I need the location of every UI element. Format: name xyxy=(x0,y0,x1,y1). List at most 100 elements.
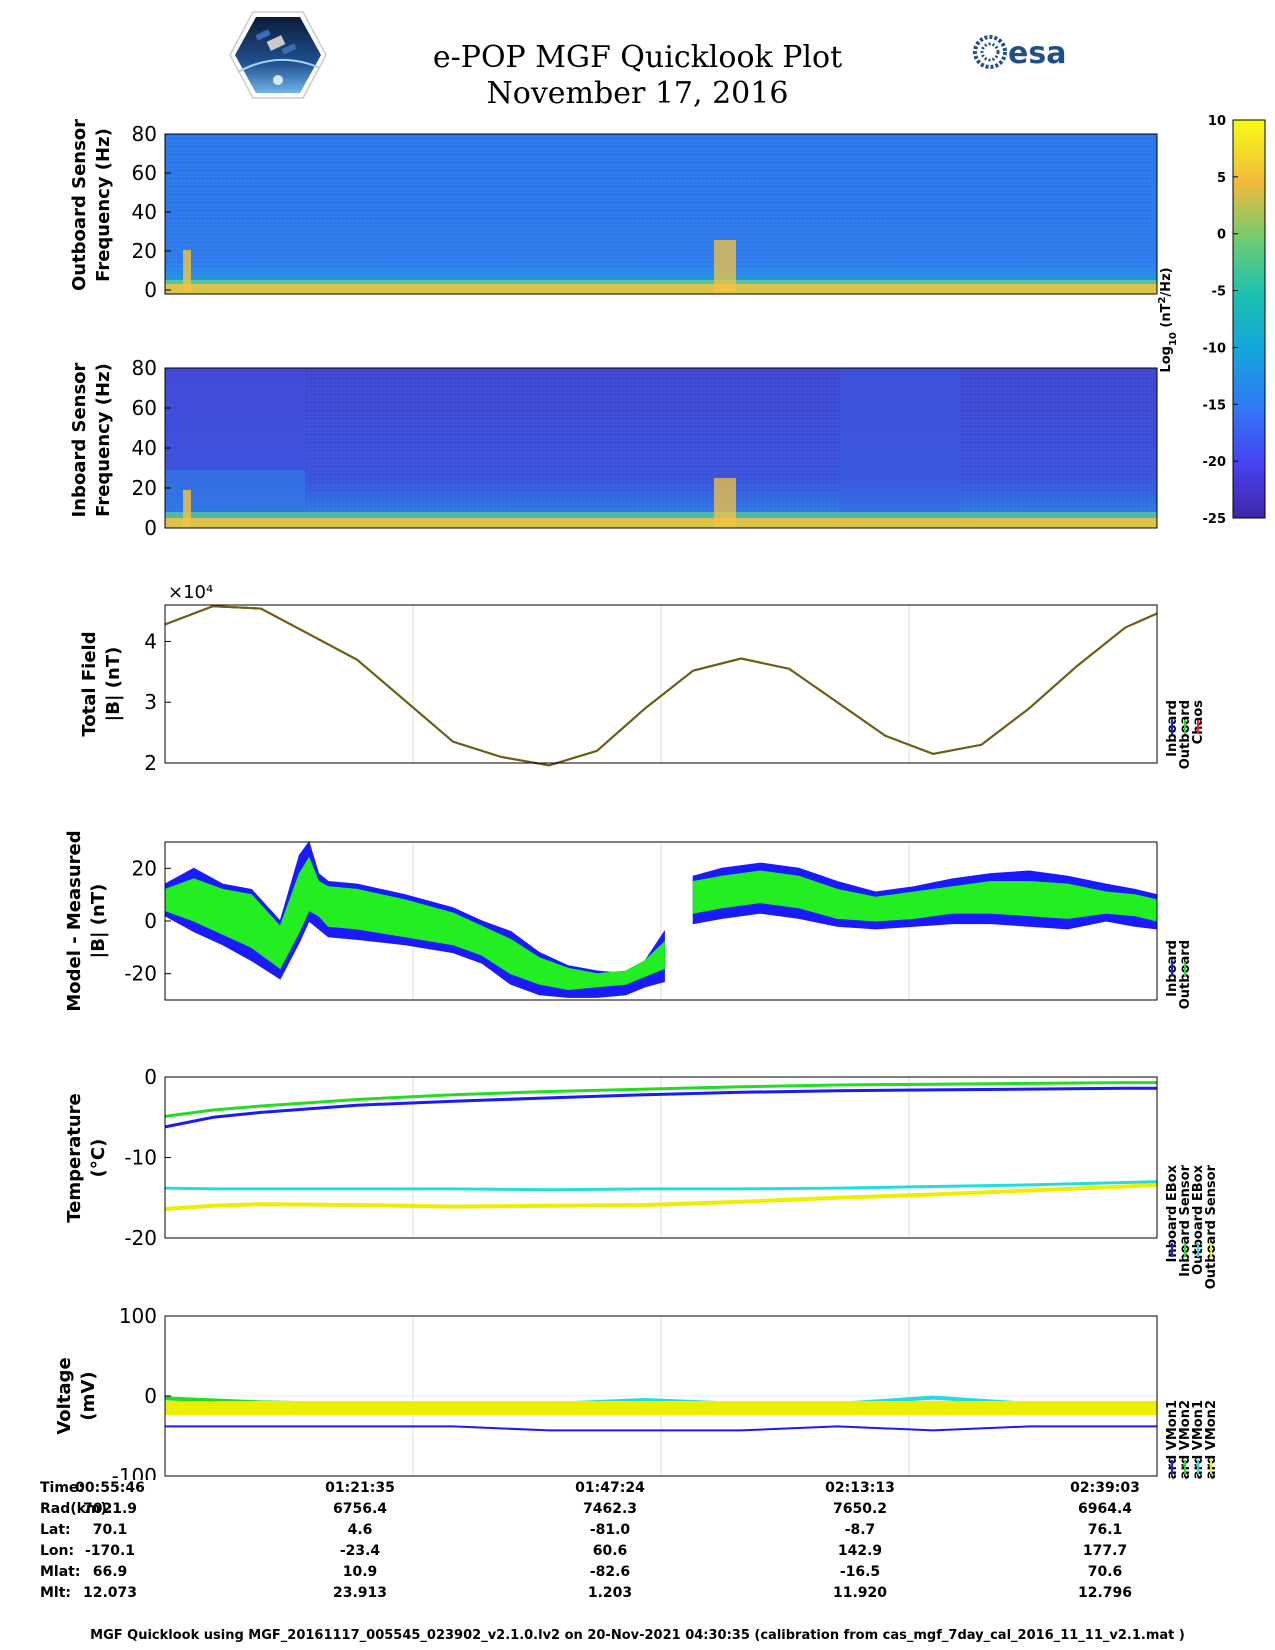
model-measured-tick-label: 20 xyxy=(132,856,157,880)
model-measured-band-outboard-0 xyxy=(164,856,665,991)
ephemeris-cell: 1.203 xyxy=(587,1585,633,1601)
colorbar-tick-label: -5 xyxy=(1212,285,1226,300)
voltage-tick-label: 100 xyxy=(119,1304,157,1328)
voltage-legend-label: Outboard VMon1 xyxy=(1191,1400,1206,1480)
total-field-tick-label: 3 xyxy=(144,690,157,714)
voltage-ylabel: Voltage (mV) xyxy=(54,1357,99,1434)
temperature-legend-label: Inboard EBox xyxy=(1165,1164,1180,1262)
ephemeris-cell: 60.6 xyxy=(592,1543,628,1559)
ephemeris-row-label: Mlat: xyxy=(40,1564,81,1580)
esa-logo: esa xyxy=(973,35,1066,71)
ephemeris-cell: 7021.9 xyxy=(82,1501,138,1517)
outboard-lowfreq-band xyxy=(165,284,1157,294)
total-field-ylabel: Total Field |B| (nT) xyxy=(79,631,124,736)
ephemeris-cell: 11.920 xyxy=(832,1585,888,1601)
ephemeris-row-label: Rad(km): xyxy=(40,1501,113,1517)
outboard-spectrogram-tick-label: 20 xyxy=(132,239,157,263)
ephemeris-cell: 12.796 xyxy=(1077,1585,1133,1601)
total-field-exponent: ×10⁴ xyxy=(168,582,213,603)
ephemeris-cell: 70.1 xyxy=(92,1522,128,1538)
ephemeris-cell: -170.1 xyxy=(84,1543,136,1559)
ephemeris-cell: 23.913 xyxy=(332,1585,388,1601)
plot-title: e-POP MGF Quicklook Plot November 17, 20… xyxy=(0,40,1275,112)
ephemeris-cell: 142.9 xyxy=(837,1543,883,1559)
ephemeris-cell: -82.6 xyxy=(589,1564,631,1580)
footer-caption: MGF Quicklook using MGF_20161117_005545_… xyxy=(90,1628,1185,1643)
temperature-legend-label: Outboard Sensor xyxy=(1204,1164,1219,1289)
esa-logo-text: esa xyxy=(1008,36,1066,71)
voltage-legend-label: Inboard VMon2 xyxy=(1178,1400,1193,1480)
temperature-legend-label: Outboard EBox xyxy=(1191,1164,1206,1274)
voltage-legend-label: Inboard VMon1 xyxy=(1165,1400,1180,1480)
line-panels xyxy=(164,604,1158,1477)
voltage-legend-label: Outboard VMon2 xyxy=(1204,1400,1219,1480)
colorbar-tick-label: -10 xyxy=(1203,341,1227,356)
title-line-1: e-POP MGF Quicklook Plot xyxy=(432,40,843,75)
inboard-burst-2 xyxy=(714,478,736,528)
ephemeris-cell: 177.7 xyxy=(1082,1543,1128,1559)
outboard-spectrogram-ylabel: Outboard Sensor Frequency (Hz) xyxy=(69,119,114,291)
colorbar-tick-label: -20 xyxy=(1203,455,1227,470)
ephemeris-cell: 6964.4 xyxy=(1077,1501,1133,1517)
temperature-line-0 xyxy=(164,1086,1157,1129)
outboard-spectrogram-tick-label: 40 xyxy=(132,200,157,224)
ephemeris-cell: -16.5 xyxy=(839,1564,881,1580)
ephemeris-cell: 02:39:03 xyxy=(1070,1480,1140,1496)
inboard-spectrogram-panel xyxy=(164,367,1158,529)
ephemeris-cell: 01:21:35 xyxy=(325,1480,395,1496)
inboard-lowfreq-band xyxy=(165,518,1157,528)
ephemeris-cell: 76.1 xyxy=(1087,1522,1123,1538)
inboard-spectrogram-tick-label: 40 xyxy=(132,436,157,460)
ephemeris-cell: 10.9 xyxy=(342,1564,378,1580)
total-field-frame xyxy=(164,604,1158,764)
colorbar-label: Log10 (nT2/Hz) xyxy=(1157,267,1179,372)
ephemeris-cell: 7650.2 xyxy=(832,1501,888,1517)
ephemeris-row-label: Mlt: xyxy=(40,1585,72,1601)
ephemeris-cell: 66.9 xyxy=(92,1564,128,1580)
outboard-spectrogram-tick-label: 80 xyxy=(132,122,157,146)
temperature-line-1 xyxy=(164,1081,1157,1118)
inboard-spectrogram-tick-label: 60 xyxy=(132,396,157,420)
total-field-tick-label: 4 xyxy=(144,629,157,653)
colorbar-tick-label: -15 xyxy=(1203,398,1227,413)
ephemeris-cell: 02:13:13 xyxy=(825,1480,895,1496)
temperature-line-2 xyxy=(164,1180,1158,1192)
temperature-legend-label: Inboard Sensor xyxy=(1178,1164,1193,1276)
ephemeris-row-label: Lon: xyxy=(40,1543,75,1559)
title-line-2: November 17, 2016 xyxy=(486,76,789,111)
colorbar-tick-label: 0 xyxy=(1217,228,1226,243)
temperature-tick-label: -10 xyxy=(124,1146,157,1170)
model-measured-tick-label: -20 xyxy=(124,962,157,986)
colorbar-tick-label: 10 xyxy=(1208,114,1226,129)
voltage-line-0 xyxy=(165,1425,1157,1432)
voltage-tick-label: 0 xyxy=(144,1384,157,1408)
temperature-ylabel: Temperature (°C) xyxy=(64,1093,109,1222)
inboard-spectrogram-ylabel: Inboard Sensor Frequency (Hz) xyxy=(69,362,114,517)
colorbar-gradient xyxy=(1232,119,1266,519)
inboard-spectrogram-tick-label: 20 xyxy=(132,476,157,500)
ephemeris-cell: 70.6 xyxy=(1087,1564,1123,1580)
outboard-spectrogram-tick-label: 0 xyxy=(144,278,157,302)
outboard-burst-2 xyxy=(714,240,736,294)
ephemeris-cell: -23.4 xyxy=(339,1543,381,1559)
ephemeris-cell: 4.6 xyxy=(347,1522,373,1538)
total-field-tick-label: 2 xyxy=(144,751,157,775)
voltage-tick-label: -100 xyxy=(112,1464,157,1480)
colorbar-ticks: 10 5 0 -5 -10 -15 -20 -25 xyxy=(1203,114,1238,527)
ephemeris-cell: 00:55:46 xyxy=(75,1480,145,1496)
ephemeris-row-label: Time: xyxy=(40,1480,85,1496)
ephemeris-cell: -8.7 xyxy=(844,1522,876,1538)
model-measured-tick-label: 0 xyxy=(144,909,157,933)
total-field-line-chaos xyxy=(164,605,1158,767)
ephemeris-cell: -81.0 xyxy=(589,1522,631,1538)
temperature-line-3 xyxy=(164,1182,1158,1211)
inboard-spectrogram-tick-label: 80 xyxy=(132,356,157,380)
colorbar-tick-label: -25 xyxy=(1203,512,1227,527)
ephemeris-cell: 7462.3 xyxy=(582,1501,638,1517)
inboard-spectrogram-tick-label: 0 xyxy=(144,516,157,540)
colorbar: 10 5 0 -5 -10 -15 -20 -25 Log10 (nT2/Hz) xyxy=(1157,114,1266,527)
outboard-spectrogram-tick-label: 60 xyxy=(132,161,157,185)
total-field-legend-label: Outboard xyxy=(1178,700,1193,769)
axes-layer: Outboard Sensor Frequency (Hz) 806040200In… xyxy=(54,119,1219,1480)
colorbar-tick-label: 5 xyxy=(1217,171,1226,186)
